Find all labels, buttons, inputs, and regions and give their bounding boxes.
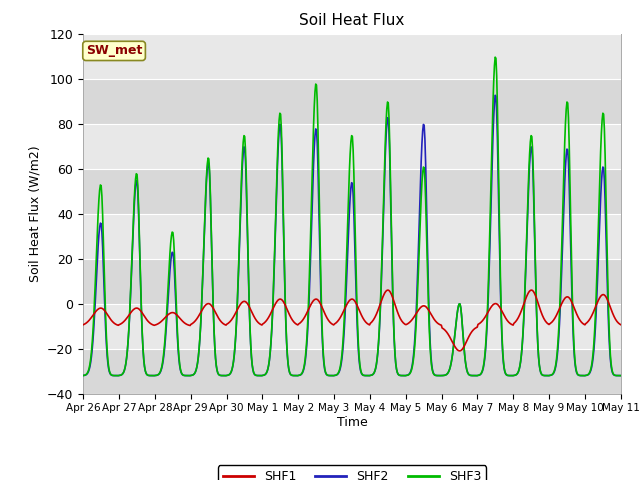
Line: SHF2: SHF2 [83,96,621,375]
SHF2 [433,372,441,378]
Title: Soil Heat Flux: Soil Heat Flux [300,13,404,28]
SHF3 [89,329,97,335]
Bar [83,348,621,394]
Bar [83,303,621,348]
Bar [83,168,621,214]
SHF1 [434,320,442,326]
Bar [83,259,621,303]
SHF3 [79,372,87,378]
SHF3 [227,369,235,374]
Line: SHF1: SHF1 [83,290,621,351]
Bar [83,123,621,168]
SHF1 [383,287,391,293]
SHF1 [418,303,426,309]
SHF3 [474,372,481,378]
SHF1 [456,348,463,354]
SHF2 [617,372,625,378]
SHF3 [433,372,441,378]
Bar [83,214,621,259]
SHF2 [417,159,425,165]
SHF2 [89,338,97,344]
SHF1 [89,312,97,318]
SHF3 [417,195,425,201]
SHF1 [199,306,207,312]
SHF2 [199,272,207,278]
Y-axis label: Soil Heat Flux (W/m2): Soil Heat Flux (W/m2) [29,145,42,282]
SHF2 [79,372,87,378]
SHF3 [199,270,207,276]
SHF2 [145,372,152,378]
SHF3 [617,372,625,378]
SHF1 [145,319,152,324]
SHF3 [492,54,499,60]
Bar [83,79,621,123]
X-axis label: Time: Time [337,416,367,429]
SHF2 [474,372,481,378]
SHF1 [617,322,625,327]
Legend: SHF1, SHF2, SHF3: SHF1, SHF2, SHF3 [218,465,486,480]
SHF3 [145,372,152,378]
Line: SHF3: SHF3 [83,57,621,375]
SHF1 [79,322,87,328]
SHF1 [227,317,235,323]
SHF2 [492,93,499,98]
Bar [83,34,621,79]
SHF2 [227,369,235,375]
Text: SW_met: SW_met [86,44,142,58]
